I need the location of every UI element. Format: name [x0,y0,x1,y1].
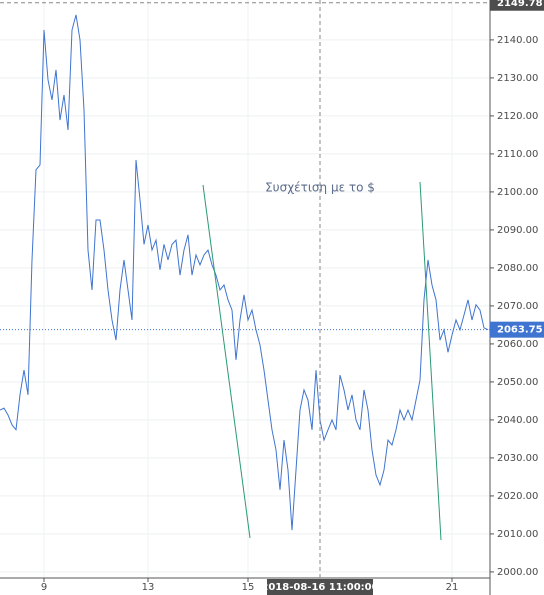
y-tick-label: 2120.00 [497,111,538,122]
crosshair-y-label: 2149.78 [497,0,543,9]
y-tick-label: 2090.00 [497,225,538,236]
y-tick-label: 2030.00 [497,453,538,464]
trend-drawing [202,184,251,539]
crosshair-y-box [490,0,544,11]
y-tick-label: 2010.00 [497,529,538,540]
x-tick-label: 9 [41,582,47,593]
last-price-label: 2063.75 [497,325,543,336]
crosshair-x-box [267,579,373,595]
trend-drawing [419,181,442,541]
y-tick-label: 2050.00 [497,377,538,388]
x-tick-label: 15 [242,582,255,593]
crosshair-x-label: 2018-08-16 11:00:00 [261,582,378,593]
y-tick-label: 2000.00 [497,567,538,578]
y-tick-label: 2130.00 [497,73,538,84]
y-tick-label: 2060.00 [497,339,538,350]
y-tick-label: 2140.00 [497,35,538,46]
x-tick-label: 13 [142,582,155,593]
y-tick-label: 2070.00 [497,301,538,312]
y-tick-label: 2040.00 [497,415,538,426]
last-price-box [490,321,544,338]
y-tick-label: 2110.00 [497,149,538,160]
y-tick-label: 2100.00 [497,187,538,198]
annotation: Συσχέτιση με το $ [265,181,375,195]
y-tick-label: 2080.00 [497,263,538,274]
price-line [0,14,489,531]
x-tick-label: 21 [446,582,459,593]
y-tick-label: 2020.00 [497,491,538,502]
